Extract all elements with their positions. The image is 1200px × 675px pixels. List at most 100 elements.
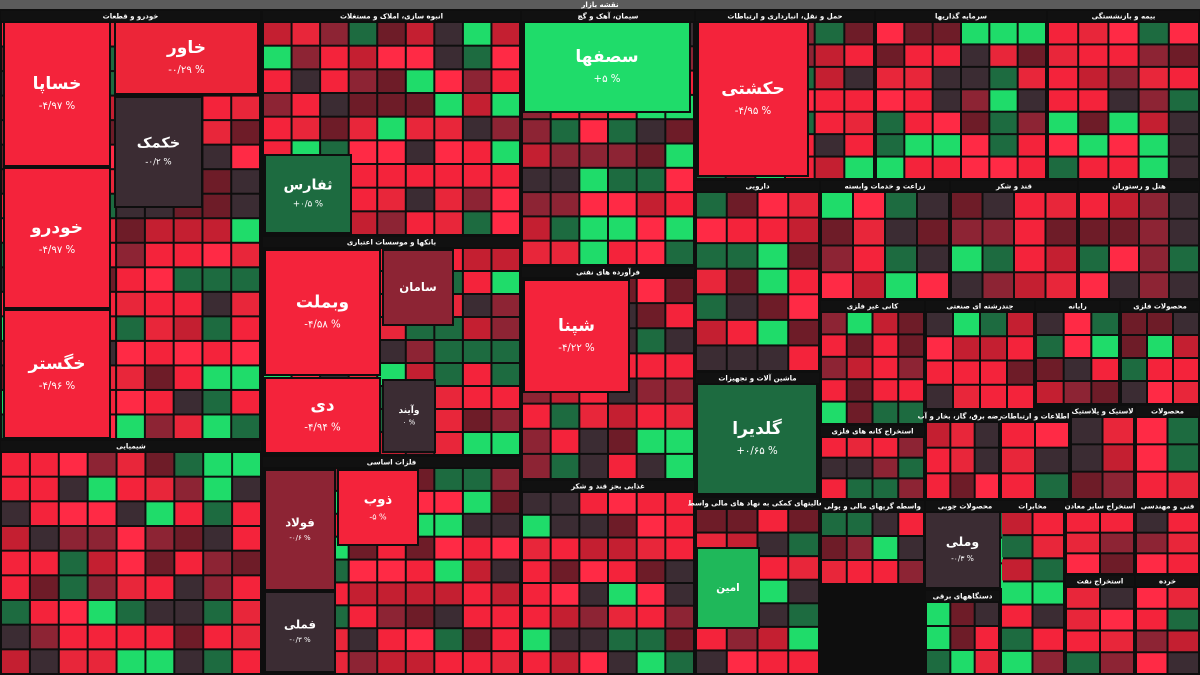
stock-tile <box>951 423 974 447</box>
stock-tile <box>204 625 232 649</box>
stock-tile <box>697 193 726 217</box>
stock-tile <box>933 157 960 178</box>
stock-tile <box>463 514 491 536</box>
stock-tile <box>899 335 923 356</box>
stock-tile <box>463 341 491 362</box>
stock-tile <box>146 625 174 649</box>
stock-tile <box>580 606 607 628</box>
stock-tile <box>845 45 873 66</box>
stock-tile <box>789 295 818 319</box>
stock-tile <box>406 117 434 140</box>
stock-tile <box>264 70 291 92</box>
stock-tile <box>463 652 491 673</box>
stock-tile <box>1033 628 1063 650</box>
stock-tile <box>1137 418 1167 444</box>
stock-tile <box>1170 219 1198 245</box>
stock-tile <box>873 380 898 401</box>
sector-title: سرمایه گذاریها <box>935 12 987 21</box>
stock-tile <box>59 551 87 575</box>
sector-title: کانی غیر فلزی <box>847 303 899 311</box>
stock-tile <box>962 23 989 44</box>
tile-symbol: خکمک <box>137 135 180 151</box>
stock-tile <box>758 580 788 603</box>
stock-tile <box>117 576 145 599</box>
stock-tile <box>1036 474 1068 498</box>
stock-tile <box>580 429 607 453</box>
sector-title: رایانه <box>1068 303 1087 311</box>
stock-tile <box>1072 472 1102 498</box>
stock-tile <box>463 433 491 454</box>
stock-tile <box>1169 23 1198 44</box>
stock-tile <box>1137 588 1167 608</box>
stock-tile <box>758 244 788 268</box>
stock-tile <box>1033 605 1063 627</box>
stock-tile <box>609 217 636 240</box>
stock-tile <box>854 193 884 218</box>
stock-tile <box>822 479 846 498</box>
stock-tile <box>983 193 1013 218</box>
sector-title: فرآورده های نفتی <box>576 268 640 277</box>
sector-title: زراعت و خدمات وابسته <box>844 183 925 191</box>
stock-tile <box>233 527 260 550</box>
stock-tile <box>727 346 757 370</box>
stock-tile <box>88 477 116 501</box>
stock-tile <box>877 112 904 134</box>
stock-tile <box>637 606 665 628</box>
stock-tile <box>1079 90 1108 111</box>
stock-tile-major <box>114 21 259 95</box>
stock-tile <box>117 292 144 316</box>
tile-symbol: وبملت <box>296 292 349 312</box>
stock-tile <box>551 120 579 143</box>
stock-tile <box>232 243 259 267</box>
stock-tile <box>1101 609 1133 630</box>
stock-tile <box>264 94 291 116</box>
stock-tile <box>899 479 923 498</box>
stock-tile <box>1015 193 1045 218</box>
stock-tile <box>463 318 491 339</box>
stock-tile <box>789 604 818 626</box>
stock-tile <box>378 560 405 582</box>
stock-tile <box>933 90 960 111</box>
stock-tile <box>609 629 636 651</box>
stock-tile <box>2 625 29 649</box>
stock-tile <box>30 527 58 550</box>
stock-tile <box>990 67 1017 89</box>
stock-tile <box>492 433 519 454</box>
stock-tile <box>1110 193 1138 218</box>
stock-tile <box>1122 313 1146 334</box>
stock-tile-major <box>382 249 454 326</box>
sector-header-bg <box>1121 301 1199 311</box>
stock-tile <box>637 144 665 167</box>
stock-tile <box>321 23 348 45</box>
sector-title: مخابرات <box>1018 503 1046 511</box>
stock-tile <box>1046 219 1076 245</box>
stock-tile <box>580 561 607 582</box>
stock-tile <box>789 557 818 579</box>
stock-tile <box>551 652 579 673</box>
stock-tile <box>551 241 579 264</box>
stock-tile <box>88 625 116 649</box>
stock-tile <box>1049 135 1078 156</box>
stock-tile <box>905 23 932 44</box>
stock-tile <box>609 584 636 605</box>
stock-tile <box>117 415 144 438</box>
stock-tile <box>492 165 519 187</box>
stock-tile <box>204 650 232 673</box>
stock-tile <box>666 561 693 582</box>
stock-tile <box>406 141 434 163</box>
stock-tile <box>435 165 462 187</box>
stock-tile <box>349 629 377 651</box>
stock-tile <box>727 295 757 319</box>
stock-tile <box>1140 219 1168 245</box>
stock-tile <box>1079 67 1108 89</box>
stock-tile <box>990 45 1017 66</box>
stock-tile <box>1103 445 1133 471</box>
stock-tile <box>905 157 932 178</box>
stock-tile <box>758 627 788 650</box>
stock-tile <box>349 212 377 234</box>
stock-tile <box>1046 246 1076 272</box>
tile-symbol: وملی <box>946 534 979 549</box>
stock-tile <box>927 313 952 336</box>
